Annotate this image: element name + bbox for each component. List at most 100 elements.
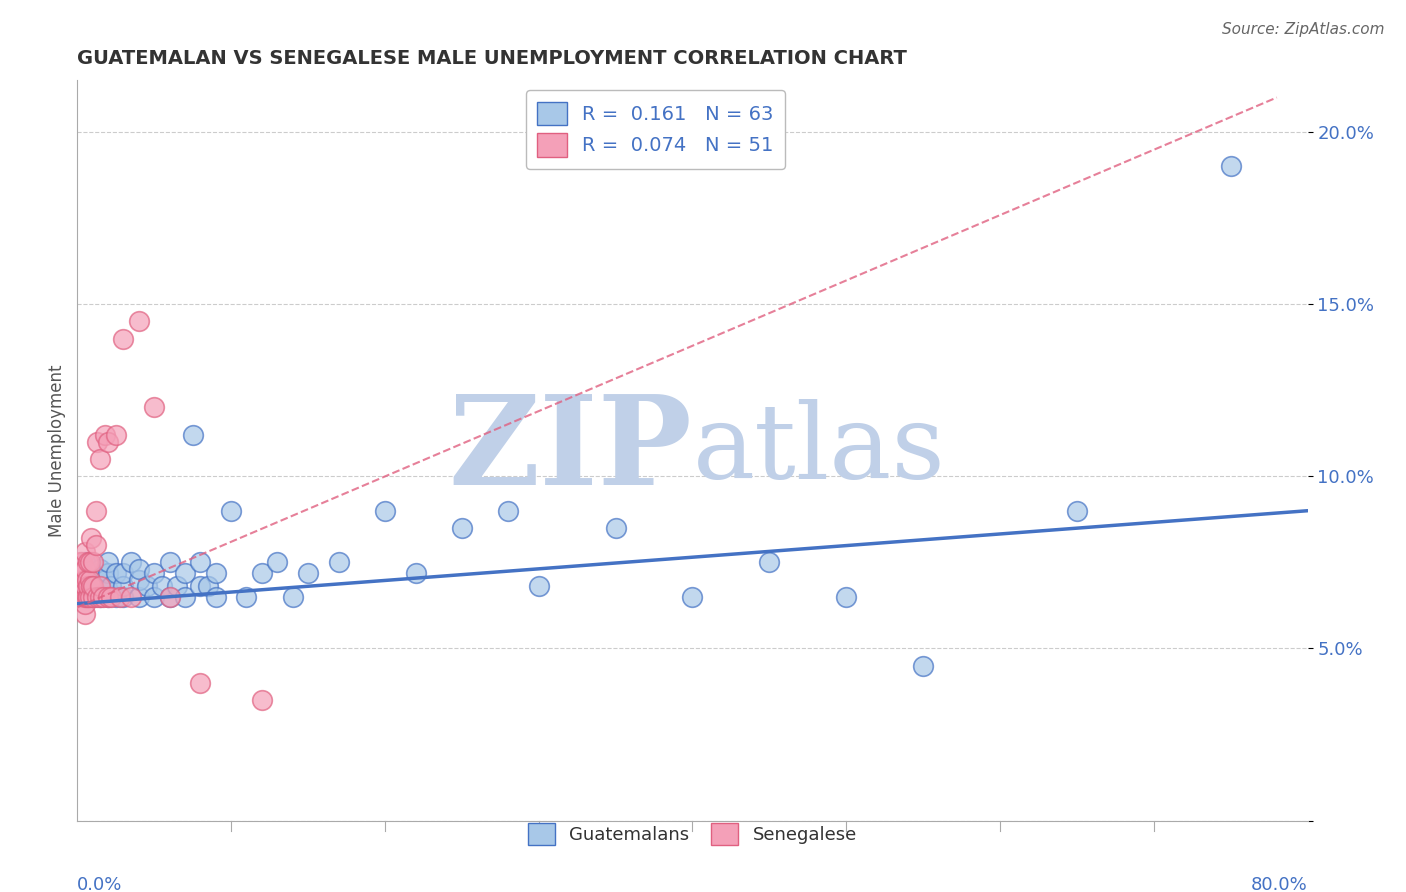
Point	[97, 582, 120, 597]
Point	[79, 573, 101, 587]
Point	[89, 590, 111, 604]
Point	[197, 579, 219, 593]
Point	[266, 555, 288, 569]
Point	[72, 579, 94, 593]
Point	[374, 504, 396, 518]
Point	[112, 590, 135, 604]
Point	[181, 428, 204, 442]
Point	[86, 434, 108, 449]
Point	[758, 555, 780, 569]
Point	[76, 590, 98, 604]
Point	[76, 573, 98, 587]
Point	[79, 590, 101, 604]
Point	[73, 573, 96, 587]
Point	[100, 590, 122, 604]
Point	[97, 590, 120, 604]
Point	[143, 401, 166, 415]
Point	[97, 434, 120, 449]
Point	[80, 579, 103, 593]
Point	[70, 555, 93, 569]
Point	[297, 566, 319, 580]
Point	[159, 590, 181, 604]
Point	[143, 590, 166, 604]
Point	[69, 566, 91, 580]
Point	[77, 579, 100, 593]
Point	[73, 607, 96, 621]
Point	[73, 579, 96, 593]
Point	[250, 566, 273, 580]
Point	[79, 573, 101, 587]
Point	[174, 590, 197, 604]
Point	[120, 590, 142, 604]
Point	[89, 579, 111, 593]
Point	[73, 590, 96, 604]
Point	[82, 555, 104, 569]
Point	[69, 573, 91, 587]
Point	[1066, 504, 1088, 518]
Point	[77, 555, 100, 569]
Point	[89, 590, 111, 604]
Legend: Guatemalans, Senegalese: Guatemalans, Senegalese	[520, 816, 865, 853]
Point	[93, 590, 115, 604]
Point	[110, 590, 132, 604]
Text: GUATEMALAN VS SENEGALESE MALE UNEMPLOYMENT CORRELATION CHART: GUATEMALAN VS SENEGALESE MALE UNEMPLOYME…	[77, 48, 907, 68]
Point	[97, 566, 120, 580]
Point	[82, 590, 104, 604]
Point	[450, 521, 472, 535]
Point	[527, 579, 550, 593]
Point	[112, 579, 135, 593]
Point	[82, 566, 104, 580]
Point	[73, 597, 96, 611]
Point	[73, 545, 96, 559]
Point	[150, 579, 173, 593]
Point	[84, 579, 107, 593]
Point	[143, 566, 166, 580]
Y-axis label: Male Unemployment: Male Unemployment	[48, 364, 66, 537]
Text: ZIP: ZIP	[449, 390, 693, 511]
Point	[80, 531, 103, 545]
Point	[188, 579, 212, 593]
Text: Source: ZipAtlas.com: Source: ZipAtlas.com	[1222, 22, 1385, 37]
Point	[104, 590, 127, 604]
Point	[174, 566, 197, 580]
Point	[128, 562, 150, 576]
Point	[93, 579, 115, 593]
Point	[89, 452, 111, 467]
Point	[94, 428, 117, 442]
Point	[1219, 160, 1241, 174]
Point	[82, 579, 104, 593]
Point	[73, 590, 96, 604]
Point	[84, 504, 107, 518]
Point	[84, 538, 107, 552]
Point	[204, 590, 226, 604]
Point	[250, 693, 273, 707]
Point	[79, 555, 101, 569]
Point	[69, 590, 91, 604]
Point	[97, 555, 120, 569]
Point	[94, 573, 117, 587]
Text: 80.0%: 80.0%	[1251, 876, 1308, 892]
Point	[159, 555, 181, 569]
Point	[100, 579, 122, 593]
Point	[73, 555, 96, 569]
Point	[70, 573, 93, 587]
Point	[73, 579, 96, 593]
Point	[70, 579, 93, 593]
Point	[89, 562, 111, 576]
Point	[73, 566, 96, 580]
Point	[128, 590, 150, 604]
Point	[235, 590, 257, 604]
Point	[135, 579, 157, 593]
Point	[605, 521, 627, 535]
Point	[219, 504, 242, 518]
Point	[97, 590, 120, 604]
Point	[835, 590, 858, 604]
Point	[112, 332, 135, 346]
Point	[72, 590, 94, 604]
Point	[73, 573, 96, 587]
Point	[73, 562, 96, 576]
Point	[281, 590, 304, 604]
Point	[128, 314, 150, 328]
Point	[204, 566, 226, 580]
Point	[128, 573, 150, 587]
